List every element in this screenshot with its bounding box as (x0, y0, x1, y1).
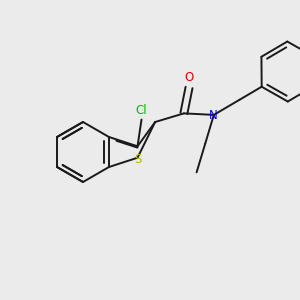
Text: S: S (134, 153, 141, 166)
Text: O: O (184, 71, 194, 85)
Text: Cl: Cl (136, 103, 147, 117)
Text: N: N (208, 110, 217, 122)
